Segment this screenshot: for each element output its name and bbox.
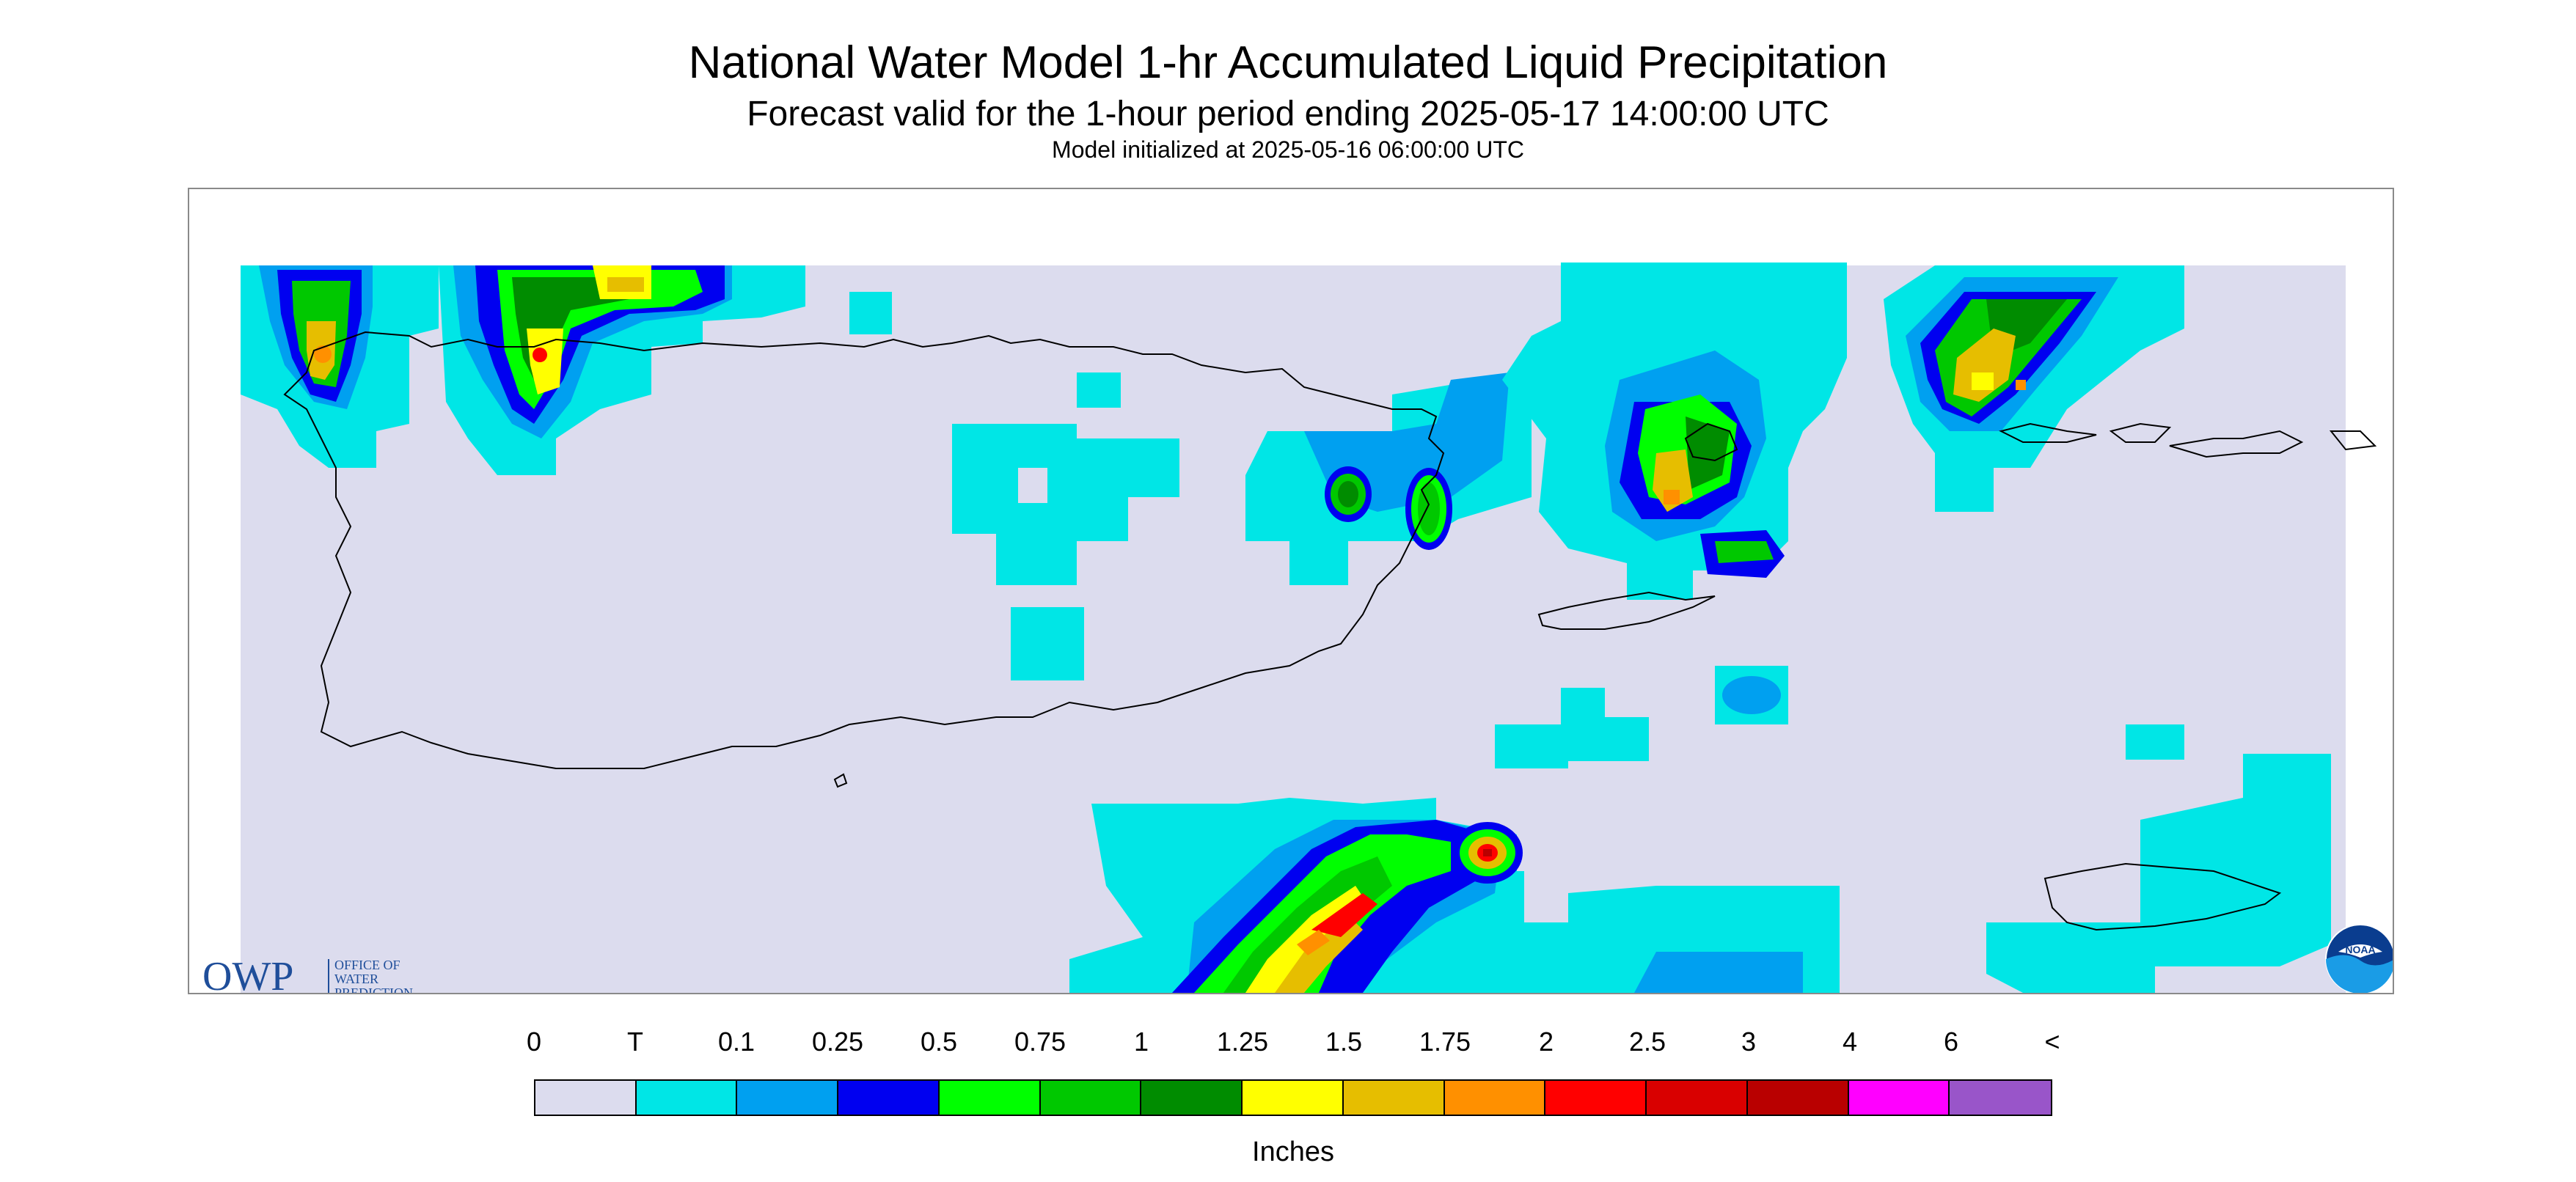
legend-tick-label: 2.5 <box>1628 1027 1666 1057</box>
legend-tick-label: 0 <box>526 1027 542 1057</box>
precip-field-blue <box>1634 952 1803 993</box>
legend-swatch <box>535 1081 637 1115</box>
legend-swatch <box>1848 1081 1950 1115</box>
legend-swatch <box>939 1081 1041 1115</box>
legend-tick-label: T <box>627 1027 643 1057</box>
st-croix-outline <box>2043 862 2282 931</box>
legend-tick-label: 1.25 <box>1216 1027 1269 1057</box>
model-init-line: Model initialized at 2025-05-16 06:00:00… <box>1052 136 1524 163</box>
legend-swatch <box>737 1081 839 1115</box>
precip-fields <box>241 263 2331 993</box>
legend-swatch <box>636 1081 738 1115</box>
precip-field-green <box>1715 541 1774 563</box>
legend-swatch <box>838 1081 940 1115</box>
precip-field-yellow <box>1953 328 2016 402</box>
legend-swatch <box>1747 1081 1849 1115</box>
precip-field-dgreen <box>1686 416 1730 490</box>
chart-title: National Water Model 1-hr Accumulated Li… <box>688 37 1888 88</box>
legend-swatch <box>1950 1081 2052 1115</box>
legend-tick-label: 2 <box>1538 1027 1554 1057</box>
legend-swatch <box>1647 1081 1748 1115</box>
legend-tick-label: < <box>2044 1027 2060 1057</box>
owp-logo-line-2: WATER <box>334 972 378 986</box>
st-john-outline <box>2109 422 2172 443</box>
legend-swatch <box>1141 1081 1243 1115</box>
legend-tick-label: 0.75 <box>1014 1027 1066 1057</box>
isla-de-mona-outline <box>833 773 848 788</box>
vieques-outline <box>1537 591 1716 630</box>
legend-swatch <box>1343 1081 1445 1115</box>
precipitation-map: OWP OFFICE OF WATER PREDICTION NOAA <box>188 188 2394 994</box>
coastlines <box>283 331 2377 931</box>
puerto-rico-outline <box>283 331 1445 769</box>
legend-tick-label: 4 <box>1842 1027 1858 1057</box>
precip-field-yellow <box>527 265 651 394</box>
precip-field-yellow <box>1653 449 1693 512</box>
owp-logo-line-3: PREDICTION <box>334 985 413 994</box>
noaa-logo: NOAA <box>2324 922 2393 993</box>
precip-field-teal <box>1986 754 2331 993</box>
legend-tick-label: 1 <box>1133 1027 1149 1057</box>
precip-field-red <box>1311 893 1377 937</box>
virgin-islands-outline <box>2169 430 2304 458</box>
owp-logo-mark: OWP <box>202 954 293 994</box>
legend-tick-label: 1.5 <box>1325 1027 1363 1057</box>
legend-swatch <box>1444 1081 1546 1115</box>
legend: 0 T 0.1 0.25 0.5 0.75 1 1.25 1.5 1.75 2 2.5 3 4 6 < Inc… <box>527 1027 2060 1181</box>
culebra-outline <box>1684 422 1738 462</box>
legend-swatch <box>1040 1081 1142 1115</box>
st-thomas-outline <box>1999 422 2097 443</box>
legend-tick-label: 1.75 <box>1419 1027 1471 1057</box>
legend-tick-label: 0.1 <box>717 1027 755 1057</box>
legend-tick-label: 6 <box>1943 1027 1959 1057</box>
owp-logo: OWP OFFICE OF WATER PREDICTION <box>202 952 444 994</box>
british-vi-outline <box>2329 430 2377 451</box>
legend-swatch <box>1243 1081 1344 1115</box>
precip-field-teal <box>952 424 1179 585</box>
precip-field-red <box>1297 930 1330 955</box>
map-canvas <box>241 263 2377 993</box>
legend-swatch <box>1545 1081 1647 1115</box>
legend-tick-label: 0.25 <box>811 1027 864 1057</box>
legend-units-label: Inches <box>1252 1137 1334 1167</box>
forecast-valid-subtitle: Forecast valid for the 1-hour period end… <box>747 95 1829 133</box>
owp-logo-line-1: OFFICE OF <box>334 958 400 972</box>
noaa-logo-text: NOAA <box>2345 944 2375 955</box>
colorbar <box>534 1079 2052 1116</box>
legend-tick-label: 0.5 <box>920 1027 958 1057</box>
legend-tick-label: 3 <box>1741 1027 1757 1057</box>
